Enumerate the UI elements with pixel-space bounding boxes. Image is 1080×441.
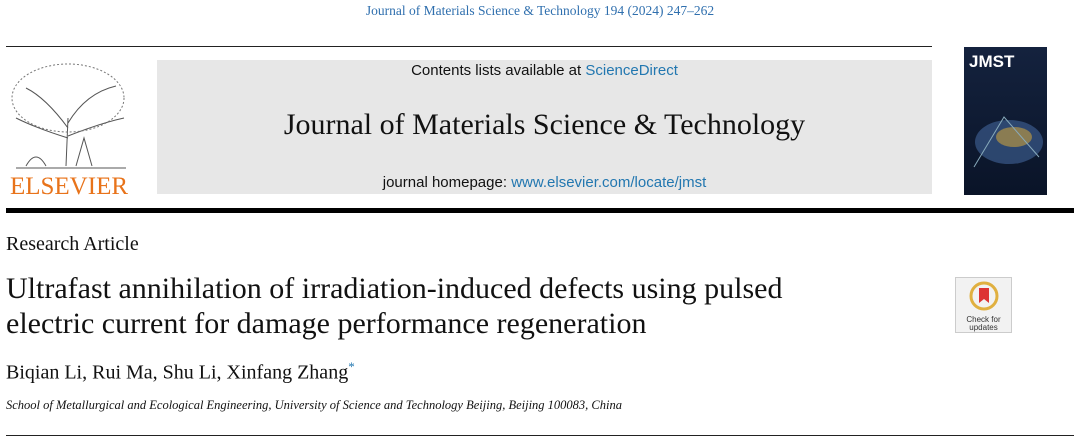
- publisher-name: ELSEVIER: [10, 173, 128, 198]
- homepage-prefix: journal homepage:: [382, 174, 508, 191]
- publisher-logo: ELSEVIER: [10, 63, 128, 198]
- article-type: Research Article: [6, 233, 139, 255]
- rule: [6, 46, 932, 47]
- check-updates-badge[interactable]: Check for updates: [955, 277, 1012, 333]
- authors: Biqian Li, Rui Ma, Shu Li, Xinfang Zhang: [6, 361, 349, 384]
- authors-line: Biqian Li, Rui Ma, Shu Li, Xinfang Zhang…: [6, 359, 355, 385]
- badge-text: Check for: [966, 315, 1001, 324]
- homepage-link[interactable]: www.elsevier.com/locate/jmst: [511, 174, 707, 191]
- contents-prefix: Contents lists available at: [411, 62, 582, 79]
- corresponding-mark[interactable]: *: [348, 359, 355, 374]
- contents-line: Contents lists available at ScienceDirec…: [157, 62, 932, 79]
- cover-title: JMST: [969, 52, 1015, 71]
- badge-icon: [969, 281, 998, 311]
- thick-rule: [6, 208, 1074, 213]
- badge-text: updates: [969, 323, 998, 332]
- sciencedirect-link[interactable]: ScienceDirect: [585, 62, 678, 79]
- banner: Contents lists available at ScienceDirec…: [157, 60, 932, 194]
- affiliation: School of Metallurgical and Ecological E…: [6, 398, 622, 412]
- homepage-line: journal homepage: www.elsevier.com/locat…: [157, 174, 932, 191]
- title-line: electric current for damage performance …: [6, 307, 647, 340]
- journal-cover: JMST: [964, 47, 1047, 195]
- journal-title: Journal of Materials Science & Technolog…: [283, 108, 806, 141]
- citation: Journal of Materials Science & Technolog…: [365, 3, 715, 18]
- title-line: Ultrafast annihilation of irradiation-in…: [6, 272, 783, 305]
- article-title: Ultrafast annihilation of irradiation-in…: [6, 271, 782, 341]
- rule: [6, 435, 1074, 436]
